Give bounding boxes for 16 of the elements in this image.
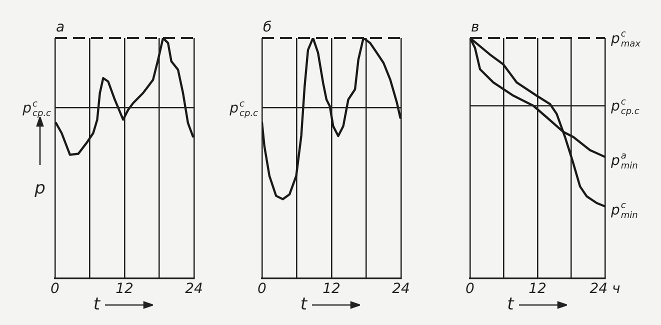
x-axis-title: t	[507, 294, 516, 314]
x-axis-title: t	[300, 294, 308, 314]
x-tick-label: 12	[322, 281, 340, 298]
x-axis-title: t	[93, 294, 102, 314]
chart-title: а	[56, 20, 65, 36]
x-tick-label: 12	[116, 281, 134, 298]
chart-title: б	[263, 20, 272, 36]
x-tick-label: 12	[528, 281, 546, 298]
chart-title: в	[471, 20, 480, 36]
x-tick-label: 24	[185, 281, 203, 298]
x-tick-label: 24 ч	[590, 281, 620, 298]
x-tick-label: 0	[466, 281, 475, 298]
x-tick-label: 0	[258, 281, 267, 298]
x-tick-label: 0	[50, 281, 60, 298]
y-axis-title: p	[34, 178, 46, 199]
x-tick-label: 24	[392, 281, 410, 298]
